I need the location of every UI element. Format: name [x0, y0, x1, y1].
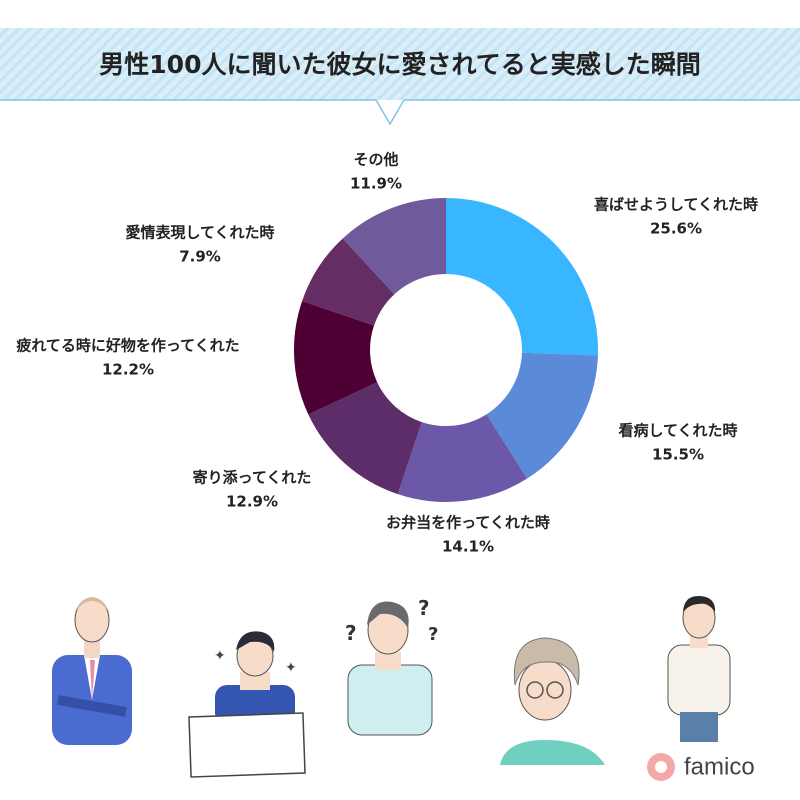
slice: [397, 414, 527, 503]
sparkle: ✦: [285, 660, 297, 676]
slice-label: 喜ばせようしてくれた時: [594, 196, 758, 214]
logo-text: famico: [684, 753, 755, 780]
donut: [294, 198, 598, 503]
slice-value-label: 15.5%: [652, 446, 704, 464]
sparkle: ✦: [214, 648, 226, 664]
chart-title: 男性100人に聞いた彼女に愛されてると実感した瞬間: [99, 50, 700, 79]
slice-labels: 喜ばせようしてくれた時 25.6% 看病してくれた時 15.5% お弁当を作ってくれた時…: [16, 151, 758, 556]
slice-label: 看病してくれた時: [618, 422, 737, 440]
slice-value-label: 7.9%: [179, 248, 221, 266]
slice-label: 寄り添ってくれた: [193, 469, 312, 487]
slice-label: その他: [353, 151, 398, 169]
slice-value-label: 25.6%: [650, 220, 702, 238]
question-mark: ?: [428, 624, 438, 645]
slice: [446, 198, 598, 356]
slice-value-label: 12.2%: [102, 361, 154, 379]
slice: [302, 238, 395, 326]
slice-label: お弁当を作ってくれた時: [386, 514, 550, 532]
illustration-man-sweater: [667, 595, 731, 742]
question-mark: ?: [345, 621, 357, 645]
slice-label: 愛情表現してくれた時: [125, 224, 274, 242]
logo: famico: [647, 753, 755, 781]
slice-value-label: 12.9%: [226, 493, 278, 511]
question-mark: ?: [418, 596, 430, 620]
illustration-woman-glasses: [500, 637, 605, 765]
slice-label: 疲れてる時に好物を作ってくれた: [16, 337, 239, 355]
slice: [486, 352, 598, 479]
slice-value-label: 14.1%: [442, 538, 494, 556]
illustration-man-thinking: ? ? ?: [345, 596, 438, 736]
illustration-man-sign: ✦ ✦: [188, 631, 306, 778]
illustration-man-suit: [52, 597, 132, 745]
slice: [308, 382, 422, 495]
slice: [294, 301, 378, 415]
title-banner: [0, 28, 800, 126]
slice: [342, 198, 446, 295]
slice-value-label: 11.9%: [350, 175, 402, 193]
